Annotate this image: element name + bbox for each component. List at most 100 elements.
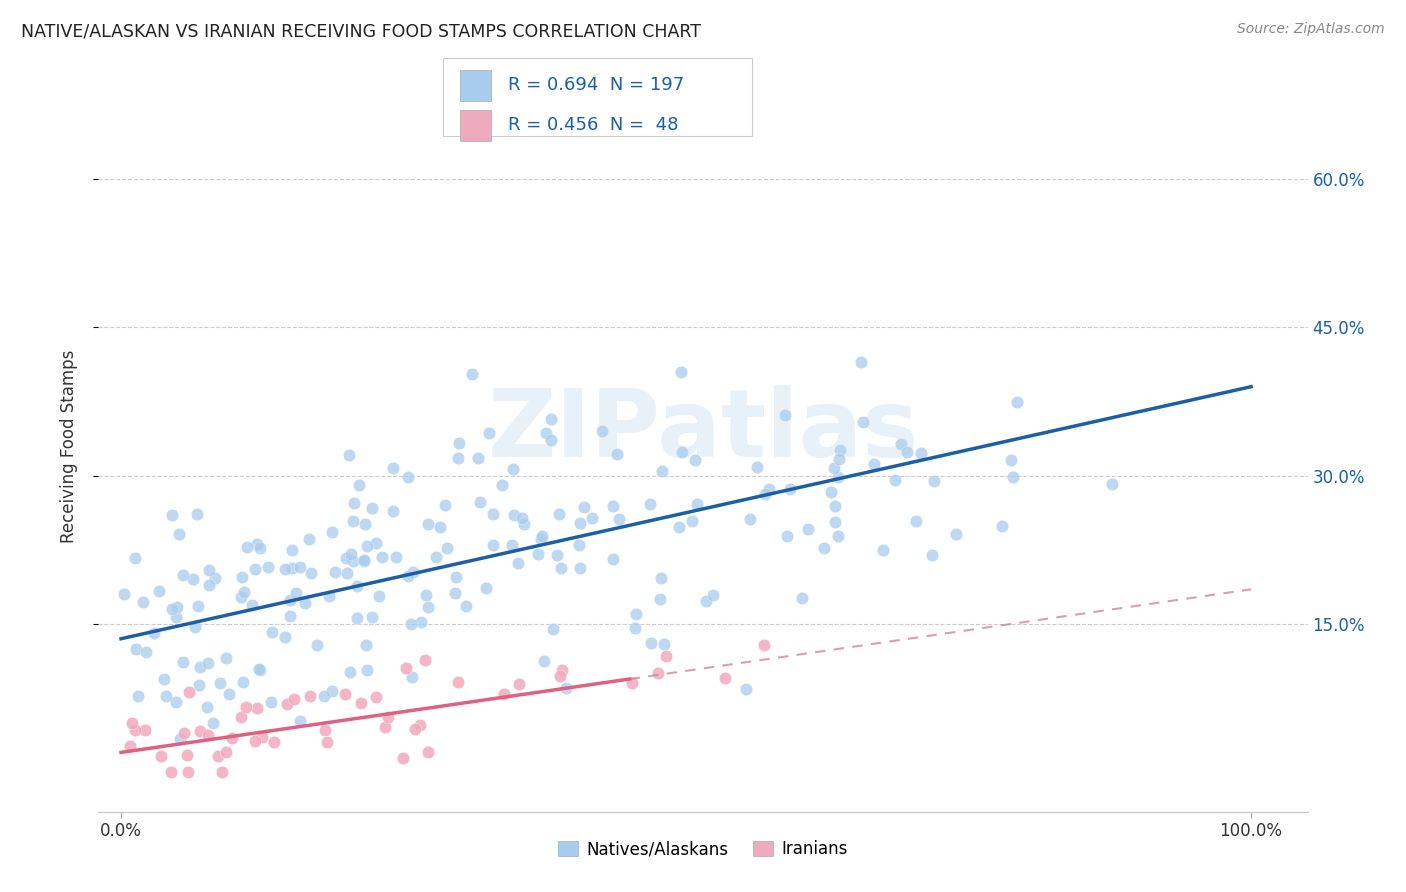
Point xyxy=(381,504,404,518)
Point xyxy=(456,599,478,614)
Point xyxy=(197,657,219,671)
Point xyxy=(569,560,592,574)
Point xyxy=(401,617,423,632)
Point xyxy=(316,734,339,748)
Point xyxy=(482,538,505,552)
Point xyxy=(754,487,776,501)
Point xyxy=(849,355,872,369)
Point xyxy=(125,642,148,657)
Point xyxy=(211,765,233,780)
Point xyxy=(198,578,221,592)
Point xyxy=(377,710,399,724)
Point xyxy=(758,482,780,496)
Point xyxy=(447,435,470,450)
Point xyxy=(249,664,271,678)
Point xyxy=(651,464,673,478)
Point xyxy=(149,749,172,764)
Point xyxy=(546,548,568,562)
Y-axis label: Receiving Food Stamps: Receiving Food Stamps xyxy=(59,350,77,542)
Text: R = 0.694  N = 197: R = 0.694 N = 197 xyxy=(508,76,683,95)
Point xyxy=(683,453,706,467)
Point xyxy=(177,765,200,780)
Point xyxy=(356,539,378,553)
Point xyxy=(655,648,678,663)
Point xyxy=(195,700,218,714)
Point xyxy=(540,412,562,426)
Point xyxy=(852,415,875,429)
Point xyxy=(409,718,432,732)
Point xyxy=(215,745,238,759)
Point xyxy=(231,709,253,723)
Point xyxy=(366,536,388,550)
Point xyxy=(530,532,553,546)
Point xyxy=(547,507,569,521)
Point xyxy=(568,538,591,552)
Point xyxy=(468,495,491,509)
Point xyxy=(904,514,927,528)
Point xyxy=(148,584,170,599)
Point xyxy=(447,451,470,466)
Point xyxy=(243,562,266,576)
Point xyxy=(187,677,209,691)
Point xyxy=(508,676,530,690)
Point xyxy=(346,610,368,624)
Point xyxy=(152,672,174,686)
Point xyxy=(167,526,190,541)
Point xyxy=(447,674,470,689)
Point xyxy=(433,498,456,512)
Point xyxy=(638,497,661,511)
Point xyxy=(624,621,647,635)
Point xyxy=(143,626,166,640)
Point xyxy=(550,560,572,574)
Point xyxy=(346,579,368,593)
Point xyxy=(395,661,418,675)
Point xyxy=(353,516,375,531)
Point xyxy=(606,447,628,461)
Point xyxy=(647,665,669,680)
Point xyxy=(273,562,295,576)
Point xyxy=(910,445,932,459)
Point xyxy=(243,733,266,747)
Point xyxy=(572,500,595,514)
Point xyxy=(779,483,801,497)
Point xyxy=(187,599,209,613)
Point xyxy=(820,485,842,500)
Point xyxy=(339,665,361,679)
Point xyxy=(681,514,703,528)
Point xyxy=(342,514,364,528)
Point xyxy=(121,716,143,731)
Point xyxy=(197,728,219,742)
Point xyxy=(321,684,343,698)
Point xyxy=(921,548,943,562)
Point xyxy=(232,585,254,599)
Point xyxy=(626,607,648,622)
Point xyxy=(533,654,555,668)
Point xyxy=(883,473,905,487)
Point xyxy=(991,519,1014,533)
Point xyxy=(896,444,918,458)
Point xyxy=(404,722,426,736)
Point xyxy=(176,747,198,762)
Point xyxy=(396,568,419,582)
Point xyxy=(669,365,692,379)
Point xyxy=(503,508,526,522)
Point xyxy=(890,437,912,451)
Point xyxy=(325,565,347,579)
Point xyxy=(540,433,562,447)
Point xyxy=(299,566,322,581)
Point xyxy=(312,689,335,703)
Point xyxy=(401,670,423,684)
Point xyxy=(160,765,183,780)
Point xyxy=(374,720,396,734)
Point xyxy=(165,695,187,709)
Point xyxy=(283,692,305,706)
Point xyxy=(418,745,440,759)
Point xyxy=(165,610,187,624)
Point xyxy=(686,497,709,511)
Point xyxy=(581,511,603,525)
Point xyxy=(160,508,183,523)
Point xyxy=(569,516,592,530)
Point xyxy=(314,723,336,738)
Point xyxy=(204,571,226,585)
Point xyxy=(166,600,188,615)
